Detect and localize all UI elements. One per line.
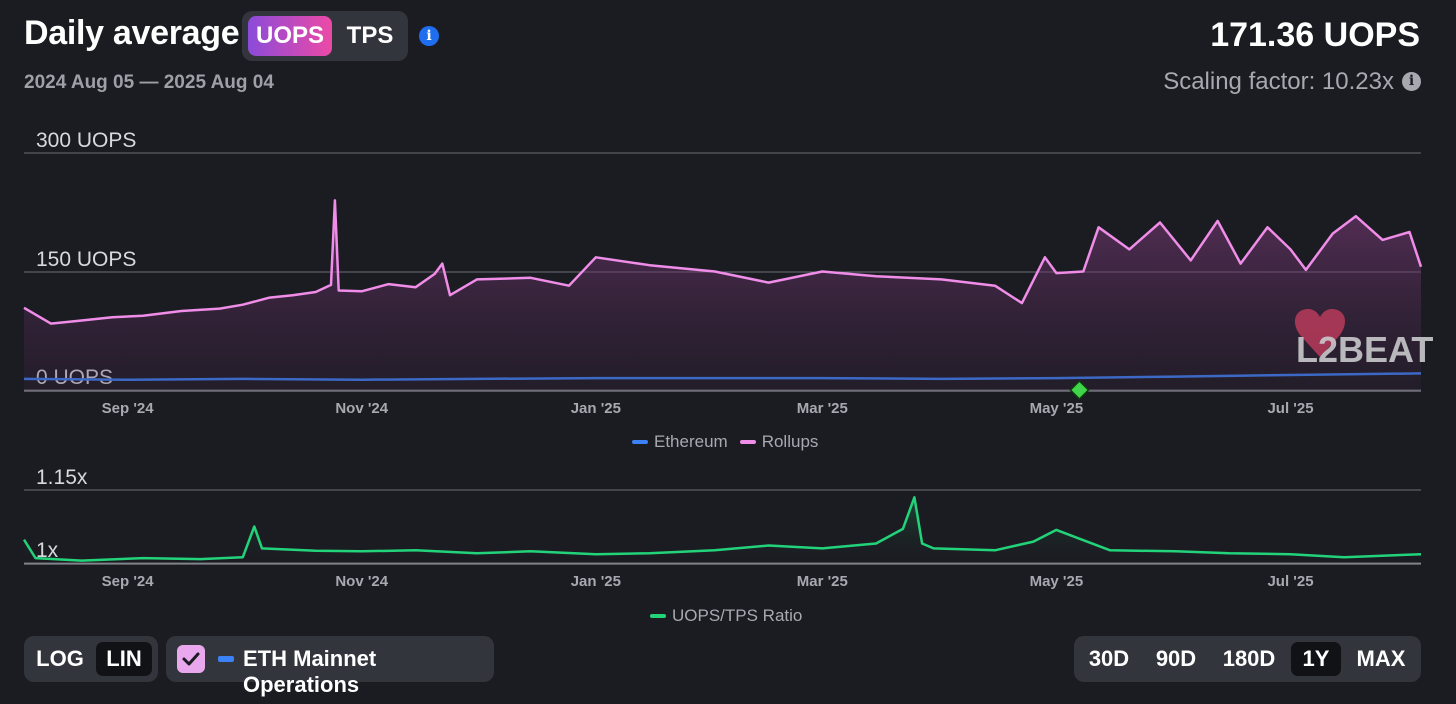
x-tick-label: May '25 (1030, 400, 1084, 417)
x-tick-label: Sep '24 (102, 400, 155, 417)
svg-text:L2BEAT: L2BEAT (1296, 329, 1433, 370)
scale-toggle: LOG LIN (24, 636, 158, 682)
legend-rollups[interactable]: Rollups (739, 432, 819, 452)
x-tick-label: Mar '25 (797, 400, 848, 417)
headline-value: 171.36 UOPS (1210, 16, 1420, 54)
range-90d-button[interactable]: 90D (1155, 646, 1197, 671)
main-legend: Ethereum Rollups (632, 432, 830, 452)
y-tick-label: 150 UOPS (36, 248, 136, 271)
legend-ratio-label: UOPS/TPS Ratio (672, 606, 803, 625)
range-30d-button[interactable]: 30D (1088, 646, 1130, 671)
legend-ethereum-swatch (632, 440, 648, 444)
legend-rollups-swatch (739, 440, 756, 444)
eth-mainnet-swatch (218, 656, 234, 662)
scaling-factor: Scaling factor: 10.23x (1163, 68, 1394, 95)
range-180d-button[interactable]: 180D (1222, 646, 1276, 671)
legend-ratio[interactable]: UOPS/TPS Ratio (650, 606, 802, 626)
y-tick-label: 1.15x (36, 466, 88, 489)
event-marker[interactable] (1069, 379, 1090, 401)
x-tick-label: Mar '25 (797, 573, 848, 590)
series-area-uops-tps-ratio (24, 497, 1421, 564)
series-area-rollups (24, 200, 1421, 391)
legend-ethereum-label: Ethereum (654, 432, 728, 451)
ratio-legend: UOPS/TPS Ratio (650, 606, 814, 626)
uops-tab[interactable]: UOPS (248, 16, 332, 56)
metric-toggle: UOPS TPS (242, 11, 408, 61)
eth-mainnet-toggle[interactable]: ETH Mainnet Operations (166, 636, 494, 697)
y-tick-label: 1x (36, 539, 59, 562)
range-max-button[interactable]: MAX (1356, 646, 1406, 671)
lin-button[interactable]: LIN (96, 642, 152, 676)
log-button[interactable]: LOG (36, 646, 84, 671)
series-line-rollups[interactable] (23, 199, 1423, 325)
x-tick-label: Jul '25 (1267, 573, 1313, 590)
date-range: 2024 Aug 05 — 2025 Aug 04 (24, 72, 274, 93)
legend-ethereum[interactable]: Ethereum (632, 432, 728, 452)
range-1y-button[interactable]: 1Y (1291, 642, 1341, 676)
scaling-info-icon[interactable]: i (1402, 72, 1421, 91)
chart-title: Daily average (24, 14, 240, 52)
legend-rollups-label: Rollups (761, 432, 819, 451)
eth-mainnet-label: ETH Mainnet Operations (243, 646, 377, 697)
range-toggle: 30D 90D 180D 1Y MAX (1074, 636, 1421, 682)
legend-ratio-swatch (650, 614, 666, 618)
x-tick-label: May '25 (1030, 573, 1084, 590)
x-tick-label: Sep '24 (102, 573, 155, 590)
x-tick-label: Jul '25 (1267, 400, 1313, 417)
x-tick-label: Jan '25 (571, 573, 621, 590)
eth-mainnet-checkbox[interactable] (177, 645, 205, 673)
check-icon (182, 652, 200, 666)
l2beat-watermark: L2BEAT (1294, 309, 1433, 370)
x-tick-label: Nov '24 (335, 573, 388, 590)
info-icon[interactable]: i (419, 26, 439, 46)
y-tick-label: 300 UOPS (36, 129, 136, 152)
series-line-uops-tps-ratio[interactable] (22, 496, 1422, 562)
x-tick-label: Nov '24 (335, 400, 388, 417)
tps-tab[interactable]: TPS (346, 22, 394, 49)
x-tick-label: Jan '25 (571, 400, 621, 417)
